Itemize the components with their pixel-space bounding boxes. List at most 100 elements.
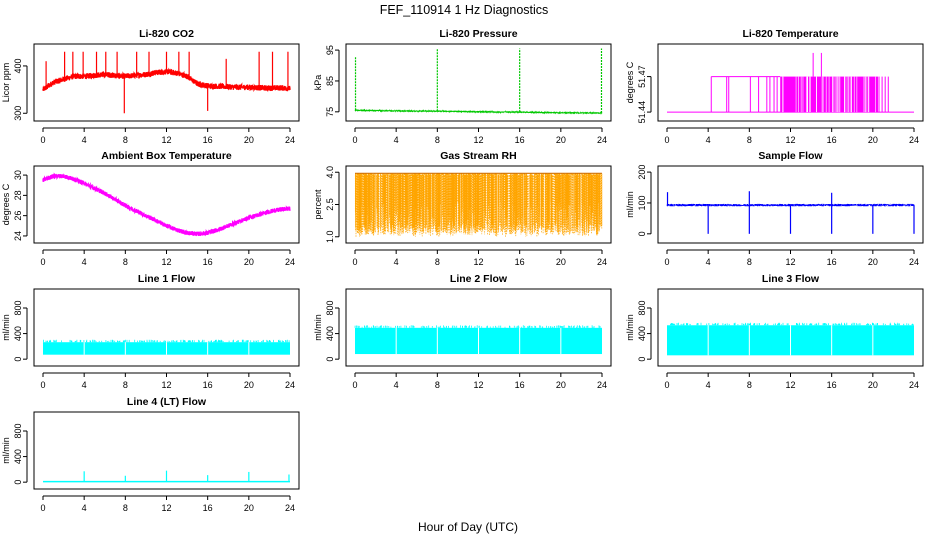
x-tick-label: 12 (161, 503, 171, 513)
x-tick-label: 20 (244, 503, 254, 513)
x-tick-label: 4 (82, 503, 87, 513)
x-tick-label: 12 (473, 380, 483, 390)
band-noise (670, 322, 914, 326)
x-tick-label: 8 (435, 380, 440, 390)
x-tick-label: 0 (352, 135, 357, 145)
x-tick-label: 4 (706, 257, 711, 267)
plot-frame (345, 43, 612, 122)
x-tick-label: 20 (556, 257, 566, 267)
x-tick-label: 24 (909, 257, 919, 267)
x-tick-label: 4 (82, 135, 87, 145)
x-tick-label: 12 (785, 380, 795, 390)
y-tick-label: 30 (13, 170, 23, 180)
y-tick-label: 300 (13, 106, 23, 121)
x-tick-label: 16 (203, 380, 213, 390)
x-tick-label: 8 (747, 135, 752, 145)
x-tick-label: 24 (909, 135, 919, 145)
x-tick-label: 20 (556, 135, 566, 145)
x-tick-label: 16 (515, 380, 525, 390)
x-tick-label: 16 (515, 135, 525, 145)
y-tick-label: 0 (637, 357, 647, 362)
plot-frame (33, 43, 300, 122)
plot-area (42, 172, 291, 237)
x-tick-label: 16 (203, 503, 213, 513)
x-tick-label: 12 (473, 257, 483, 267)
x-tick-label: 20 (244, 135, 254, 145)
y-tick-label: 200 (637, 165, 647, 180)
plot-area (354, 325, 602, 355)
y-tick-label: 400 (325, 326, 335, 341)
x-tick-label: 20 (244, 380, 254, 390)
x-tick-label: 4 (706, 380, 711, 390)
y-tick-label: 95 (325, 45, 335, 55)
series-line (354, 173, 603, 237)
plot-frame (33, 288, 300, 367)
plot-area (43, 470, 290, 483)
y-tick-label: 24 (13, 231, 23, 241)
x-tick-label: 4 (706, 135, 711, 145)
figure-title: FEF_110914 1 Hz Diagnostics (380, 3, 549, 17)
x-tick-label: 16 (827, 135, 837, 145)
y-tick-label: 1.0 (325, 231, 335, 244)
x-tick-label: 20 (868, 380, 878, 390)
plot-frame (657, 43, 924, 122)
x-tick-label: 12 (161, 380, 171, 390)
plot-frame (345, 288, 612, 367)
y-tick-label: 400 (13, 58, 23, 73)
x-tick-label: 12 (161, 135, 171, 145)
x-tick-label: 12 (161, 257, 171, 267)
chart-title: Ambient Box Temperature (101, 150, 232, 162)
y-axis-label: ml/min (1, 437, 11, 464)
y-tick-label: 400 (13, 449, 23, 464)
series-line (42, 67, 291, 93)
x-tick-label: 12 (473, 135, 483, 145)
x-tick-label: 16 (827, 380, 837, 390)
y-tick-label: 4.0 (325, 166, 335, 179)
x-tick-label: 8 (747, 257, 752, 267)
x-tick-label: 0 (40, 380, 45, 390)
x-tick-label: 16 (515, 257, 525, 267)
plot-frame (33, 165, 300, 244)
plot-area (43, 339, 290, 355)
x-tick-label: 8 (435, 257, 440, 267)
x-tick-label: 8 (747, 380, 752, 390)
y-axis-label: percent (313, 189, 323, 220)
y-tick-label: 100 (637, 195, 647, 210)
x-tick-label: 24 (597, 380, 607, 390)
x-tick-label: 8 (435, 135, 440, 145)
plot-area (354, 172, 603, 237)
x-tick-label: 16 (203, 257, 213, 267)
y-axis-label: degrees C (625, 61, 635, 103)
y-tick-label: 800 (13, 423, 23, 438)
y-tick-label: 2.5 (325, 198, 335, 211)
x-tick-label: 20 (556, 380, 566, 390)
x-tick-label: 8 (123, 380, 128, 390)
x-tick-label: 12 (785, 135, 795, 145)
y-tick-label: 75 (325, 107, 335, 117)
plot-area (667, 322, 914, 356)
x-tick-label: 0 (40, 503, 45, 513)
series-line (42, 172, 291, 237)
y-tick-label: 28 (13, 190, 23, 200)
y-tick-label: 51.44 (637, 101, 647, 124)
y-tick-label: 0 (13, 357, 23, 362)
y-axis-label: kPa (313, 75, 323, 91)
x-tick-label: 8 (123, 257, 128, 267)
x-tick-label: 24 (285, 135, 295, 145)
y-tick-label: 51.47 (637, 65, 647, 88)
chart-sample_flow: Sample Flow 0 4 8 12 16 20 24 0 100 200 ml/min (625, 150, 924, 267)
x-tick-label: 4 (394, 380, 399, 390)
x-tick-label: 0 (664, 257, 669, 267)
y-tick-label: 0 (13, 480, 23, 485)
x-tick-label: 0 (40, 257, 45, 267)
y-tick-label: 800 (637, 300, 647, 315)
chart-title: Line 2 Flow (450, 273, 508, 285)
figure-xlabel: Hour of Day (UTC) (418, 520, 518, 534)
